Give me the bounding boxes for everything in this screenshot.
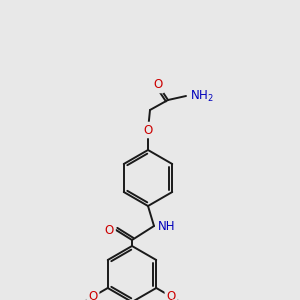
Text: NH: NH — [158, 220, 175, 232]
Text: NH$_2$: NH$_2$ — [190, 88, 214, 104]
Text: O: O — [105, 224, 114, 236]
Text: O: O — [88, 290, 98, 300]
Text: O: O — [153, 79, 163, 92]
Text: O: O — [143, 124, 153, 136]
Text: O: O — [166, 290, 176, 300]
